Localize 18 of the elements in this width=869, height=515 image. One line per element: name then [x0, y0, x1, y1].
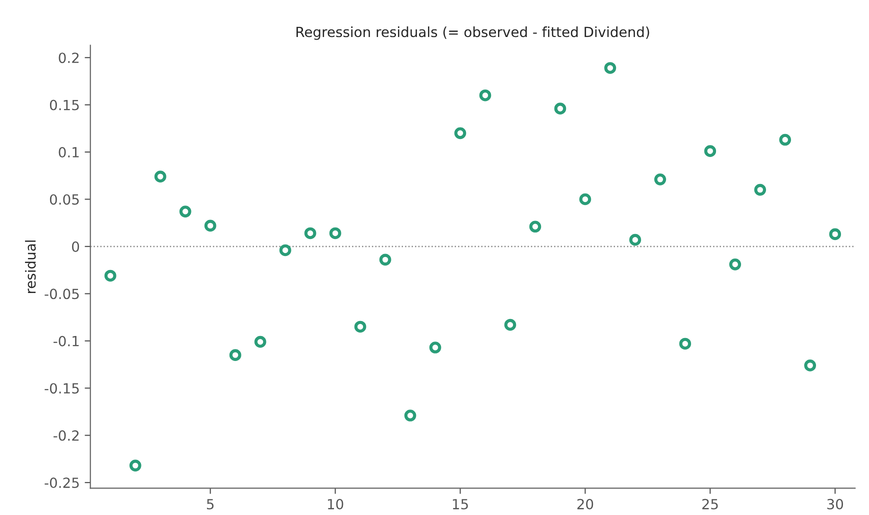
y-tick-label: -0.25: [44, 478, 79, 488]
y-axis-title: residual: [25, 240, 36, 294]
x-tick-label: 5: [206, 499, 214, 510]
x-tick-label: 25: [702, 498, 718, 510]
y-tick-label: -0.1: [54, 336, 79, 346]
y-tick-label: 0.1: [58, 147, 79, 158]
y-tick-label: -0.15: [44, 383, 79, 394]
y-tick-label: 0: [72, 241, 80, 252]
y-tick-label: 0.2: [58, 52, 79, 64]
chart-title: Regression residuals (= observed - fitted Dividend): [296, 26, 650, 40]
y-tick-label: 0.15: [50, 100, 79, 110]
x-tick-label: 15: [452, 499, 468, 510]
x-tick-label: 20: [577, 498, 594, 510]
y-tick-label: -0.05: [44, 288, 79, 300]
y-tick-label: 0.05: [50, 194, 79, 205]
y-tick-label: -0.2: [54, 430, 79, 441]
x-tick-label: 30: [827, 498, 844, 510]
x-tick-label: 10: [328, 498, 344, 510]
